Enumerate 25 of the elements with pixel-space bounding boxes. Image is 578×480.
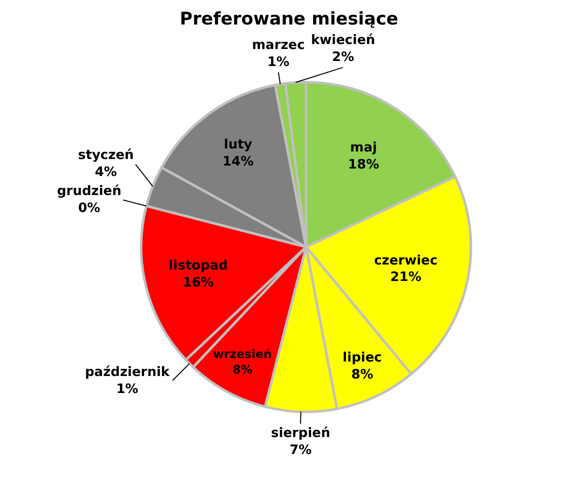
slice-label: listopad bbox=[168, 258, 228, 274]
data-label: 21% bbox=[390, 270, 422, 286]
slice-label: lipiec bbox=[342, 350, 382, 366]
slice-label: maj bbox=[350, 140, 377, 156]
slice-label: kwiecień bbox=[311, 33, 376, 48]
slice-label: marzec bbox=[252, 38, 305, 53]
slice-label: sierpień bbox=[271, 426, 330, 441]
data-label: 18% bbox=[348, 157, 380, 172]
data-label: 8% bbox=[351, 367, 374, 382]
slice-label: wrzesień bbox=[212, 347, 272, 362]
slice-label: czerwiec bbox=[374, 253, 438, 268]
data-label: 7% bbox=[290, 442, 312, 458]
data-label: 16% bbox=[182, 276, 214, 291]
text: 0% bbox=[78, 200, 100, 216]
data-label: 14% bbox=[222, 154, 254, 170]
slice-label: luty bbox=[224, 137, 253, 152]
chart-title: Preferowane miesiące bbox=[180, 9, 398, 30]
data-label: 2% bbox=[332, 50, 354, 65]
data-label: 8% bbox=[232, 362, 253, 376]
data-label: 4% bbox=[94, 164, 117, 180]
data-label: 1% bbox=[267, 54, 290, 70]
slice-label: październik bbox=[85, 365, 170, 380]
category-label: grudzień bbox=[57, 184, 122, 199]
slice-label: styczeń bbox=[78, 148, 134, 163]
data-label: 1% bbox=[116, 382, 138, 397]
